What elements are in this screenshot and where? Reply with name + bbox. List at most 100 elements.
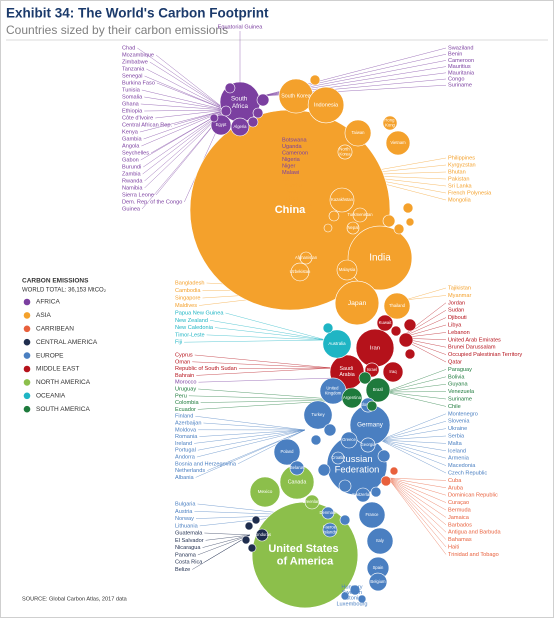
country-label: Gambia <box>122 136 142 142</box>
country-label: Trinidad and Tobago <box>448 552 499 558</box>
leader-line <box>399 302 447 339</box>
country-label: New Zealand <box>175 318 208 324</box>
country-label: Ecuador <box>175 407 196 413</box>
leader-line <box>404 287 447 301</box>
bubble <box>355 487 371 503</box>
country-label: Brunei Darussalam <box>448 345 496 351</box>
country-label: Seychelles <box>122 150 149 156</box>
legend-label: CENTRAL AMERICA <box>36 339 98 346</box>
source-note: SOURCE: Global Carbon Atlas, 2017 data <box>22 596 128 602</box>
bubble <box>365 377 391 403</box>
leader-line <box>384 369 447 393</box>
country-label: Singapore <box>175 295 201 301</box>
country-label: Portugal <box>175 448 196 454</box>
leader-line <box>387 477 447 540</box>
country-label: Central African Rep. <box>122 122 173 128</box>
bubble-label: Georgia <box>361 442 377 447</box>
country-label: Ethiopia <box>122 108 143 114</box>
bubble <box>341 387 363 409</box>
bubble <box>366 400 378 412</box>
country-label: Sudan <box>448 308 464 314</box>
leader-line <box>144 75 227 111</box>
leader-line <box>387 477 447 503</box>
country-label: Zambia <box>122 171 142 177</box>
bubble <box>385 130 411 156</box>
bubble-label: Saudi Arabia <box>339 366 354 378</box>
country-label: Peru <box>175 393 187 399</box>
bubble-label: Malaysia <box>339 267 356 272</box>
country-label: Occupied Palestinian Territory <box>448 352 522 358</box>
bubble-label: India <box>369 253 391 264</box>
bubble <box>299 251 313 265</box>
country-label: Oman <box>175 359 190 365</box>
leader-line <box>379 435 447 441</box>
bubble-label: Mexico <box>258 489 273 494</box>
country-label: Finland <box>175 414 193 420</box>
legend-label: OCEANIA <box>36 393 66 400</box>
bubble-label: Iran <box>370 346 380 352</box>
bubble-label: Hong Kong <box>384 118 395 128</box>
country-label: Kenya <box>122 129 139 135</box>
country-label: Suriname <box>448 83 472 89</box>
country-label: Guyana <box>448 382 468 388</box>
country-label: Nigeria <box>282 157 301 163</box>
bubble <box>368 572 388 592</box>
bubble-label: Germany <box>357 422 384 429</box>
bubble <box>247 116 259 128</box>
legend-total: WORLD TOTAL: 36,153 MtCO₂ <box>22 288 107 294</box>
leader-line <box>205 534 251 541</box>
legend-label: ASIA <box>36 312 51 319</box>
leader-line <box>384 391 447 407</box>
bubble <box>321 506 335 520</box>
bubble <box>241 535 251 545</box>
country-label: Panama <box>175 552 197 558</box>
bubble-label: China <box>275 204 306 216</box>
bubble <box>224 82 236 94</box>
country-label: Maldives <box>175 303 197 309</box>
bubble-label: United States of America <box>268 543 341 568</box>
bubble <box>322 329 352 359</box>
country-label: El Salvador <box>175 538 204 544</box>
country-label: Armenia <box>448 456 470 462</box>
bubble <box>304 494 320 510</box>
leader-line <box>196 429 306 458</box>
bubble-label: Afghanistan <box>295 255 318 260</box>
leader-line <box>379 439 447 466</box>
country-label: Mozambique <box>122 52 154 58</box>
country-label: Madagascar <box>282 202 313 208</box>
country-label: Azerbaijan <box>175 420 201 426</box>
bubble <box>337 144 353 160</box>
country-label: Ghana <box>122 101 140 107</box>
country-label: Hungary <box>341 584 362 590</box>
bubble <box>403 318 417 332</box>
bubble <box>382 361 404 383</box>
country-label: Albania <box>175 475 195 481</box>
leader-line <box>206 334 327 341</box>
country-label: Mongolia <box>448 197 472 203</box>
bubble <box>339 514 351 526</box>
bubble-label: Belgium <box>370 579 386 584</box>
bubble <box>251 515 261 525</box>
country-label: Timor-Leste <box>175 332 205 338</box>
legend-label: SOUTH AMERICA <box>36 406 90 413</box>
bubble-label: Israel <box>367 367 377 372</box>
bubble <box>344 119 372 147</box>
leader-line <box>404 295 447 301</box>
leader-line <box>379 420 447 441</box>
bubble <box>252 107 264 119</box>
leader-line <box>174 109 227 126</box>
leader-line <box>379 439 447 459</box>
country-label: Burundi <box>122 164 141 170</box>
bubble <box>247 543 257 553</box>
country-label: Sweden <box>342 590 362 596</box>
legend-swatch <box>23 338 31 346</box>
leader-line <box>225 312 327 341</box>
country-label: Andorra <box>175 454 196 460</box>
bubble-label: Canada <box>288 479 307 485</box>
leader-line <box>200 399 346 403</box>
bubble-label: Brazil <box>373 387 384 392</box>
country-label: Mauritania <box>448 70 475 76</box>
country-label: Fiji <box>175 340 182 346</box>
bubble <box>389 466 399 476</box>
leader-line <box>387 477 447 525</box>
